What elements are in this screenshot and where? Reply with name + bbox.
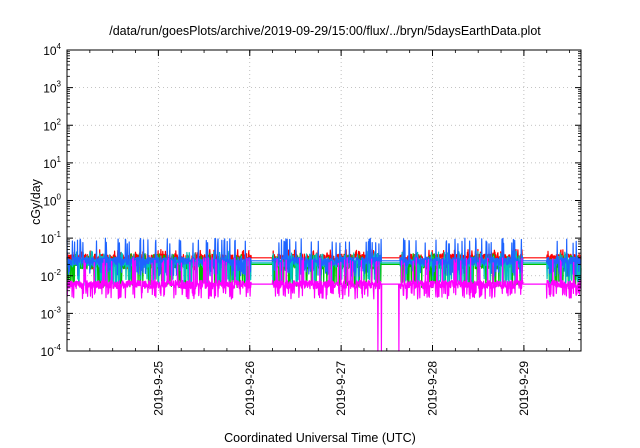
series-line-5 bbox=[66, 257, 582, 352]
x-tick-label: 2019-9-28 bbox=[426, 361, 440, 416]
y-tick-label: 10-1 bbox=[41, 230, 62, 246]
series-group bbox=[66, 237, 582, 352]
grid bbox=[67, 50, 581, 351]
x-tick-label: 2019-9-27 bbox=[334, 361, 348, 416]
y-tick-label: 104 bbox=[43, 42, 61, 58]
y-tick-label: 10-4 bbox=[41, 343, 62, 359]
y-tick-label: 10-2 bbox=[41, 268, 62, 284]
y-axis-label: cGy/day bbox=[29, 178, 43, 225]
x-axis-label: Coordinated Universal Time (UTC) bbox=[224, 431, 416, 445]
x-tick-label: 2019-9-25 bbox=[151, 361, 165, 416]
x-tick-label: 2019-9-29 bbox=[517, 361, 531, 416]
y-tick-label: 103 bbox=[43, 80, 61, 96]
y-tick-label: 101 bbox=[43, 155, 61, 171]
y-tick-label: 100 bbox=[43, 193, 61, 209]
y-tick-label: 102 bbox=[43, 117, 61, 133]
chart-title: /data/run/goesPlots/archive/2019-09-29/1… bbox=[109, 24, 541, 38]
axes: 10-4 10-3 10-2 10-1 100 101 102 103 104 2019-9-25… bbox=[41, 42, 581, 416]
y-tick-label: 10-3 bbox=[41, 305, 62, 321]
x-tick-label: 2019-9-26 bbox=[243, 361, 257, 416]
series-line-4 bbox=[66, 237, 582, 277]
